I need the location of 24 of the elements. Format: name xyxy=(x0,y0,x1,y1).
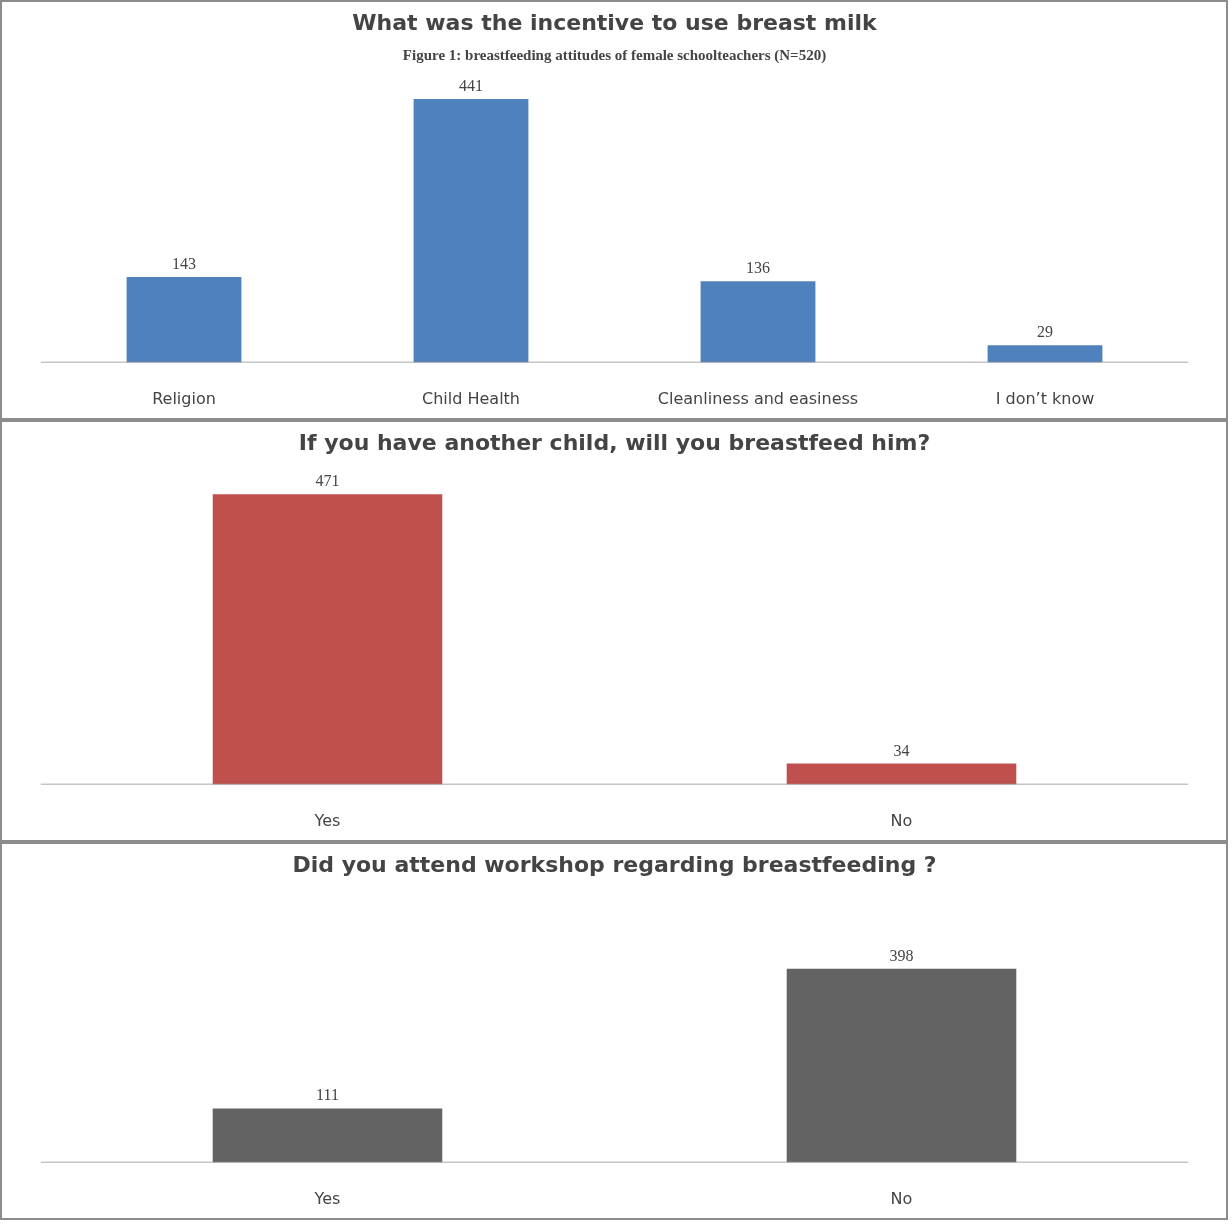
data-label: 29 xyxy=(1037,323,1053,341)
x-tick-label: Yes xyxy=(313,810,341,830)
data-label: 34 xyxy=(893,741,910,759)
x-tick-label: Yes xyxy=(313,1188,341,1208)
x-tick-label: Child Health xyxy=(422,388,520,408)
bar xyxy=(700,281,816,363)
chart-title: Did you attend workshop regarding breastfeeding ? xyxy=(292,851,937,877)
data-label: 471 xyxy=(315,472,340,490)
x-tick-label: Cleanliness and easiness xyxy=(657,388,859,408)
x-tick-label: No xyxy=(890,810,913,830)
bar xyxy=(126,277,242,363)
x-tick-label: I don’t know xyxy=(995,388,1095,408)
data-label: 111 xyxy=(316,1086,339,1104)
x-tick-label: Religion xyxy=(152,388,216,408)
chart-title: If you have another child, will you breastfeed him? xyxy=(298,429,931,455)
x-tick-label: No xyxy=(890,1188,913,1208)
data-label: 143 xyxy=(172,255,196,273)
bar xyxy=(413,99,529,363)
data-label: 398 xyxy=(889,946,914,964)
data-label: 441 xyxy=(459,77,483,95)
bar xyxy=(987,345,1103,363)
caption: Figure 1: breastfeeding attitudes of female schoolteachers (N=520) xyxy=(402,46,827,64)
data-label: 136 xyxy=(746,259,770,277)
chart-title: What was the incentive to use breast milk xyxy=(352,9,879,35)
